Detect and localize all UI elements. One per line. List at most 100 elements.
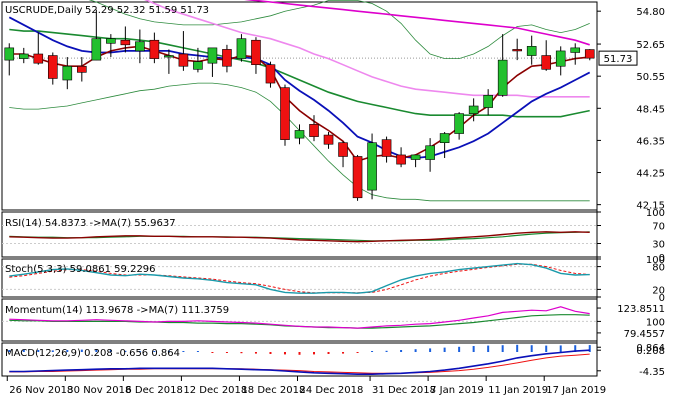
candle-body	[396, 154, 406, 165]
last-price-label: 51.73	[604, 54, 633, 65]
y-tick-label: 54.80	[636, 7, 665, 18]
x-tick-label: 18 Dec 2018	[241, 385, 305, 396]
candle-body	[526, 46, 537, 56]
macd-histogram-bar	[167, 350, 170, 352]
last-price-tag	[598, 50, 638, 66]
candle-body	[367, 142, 377, 191]
y-tick-label: 0	[659, 253, 665, 264]
candle-body	[135, 41, 145, 52]
candle-body	[280, 87, 290, 140]
y-tick-label: 48.45	[636, 104, 665, 115]
y-tick-label: 42.15	[636, 201, 665, 212]
y-tick-label: 0.208	[636, 346, 665, 357]
macd-histogram-bar	[458, 346, 461, 352]
macd-histogram-bar	[545, 345, 548, 352]
macd-histogram-bar	[109, 350, 112, 352]
x-tick-label: 26 Nov 2018	[9, 385, 73, 396]
candle-body	[410, 154, 421, 160]
y-tick-label: 0.864	[636, 343, 665, 354]
macd-histogram-bar	[95, 349, 98, 352]
macd-histogram-bar	[8, 350, 11, 352]
macd-histogram-bar	[66, 350, 69, 352]
candle-body	[62, 65, 73, 81]
candle-body	[47, 55, 58, 79]
y-tick-label: 46.35	[636, 136, 665, 147]
ma-slope-line	[244, 0, 590, 46]
candle-body	[91, 38, 102, 61]
macd-histogram-bar	[429, 348, 432, 352]
candle-body	[251, 39, 261, 66]
macd-histogram-bar	[327, 352, 330, 354]
chart-title: USCRUDE,Daily	[5, 5, 82, 16]
candle-body	[439, 133, 450, 144]
macd-histogram-bar	[472, 346, 475, 352]
macd-histogram-bar	[501, 345, 504, 352]
y-tick-label: 100	[646, 208, 665, 219]
candle-body	[454, 113, 464, 134]
candle-body	[541, 55, 552, 70]
x-tick-label: 7 Jan 2019	[430, 385, 484, 396]
candle-body	[33, 53, 44, 64]
candle-body	[222, 49, 232, 67]
macd-histogram-bar	[487, 345, 490, 352]
macd-histogram-bar	[414, 349, 417, 352]
ma-long-line	[144, 0, 590, 98]
macd-histogram-bar	[196, 351, 199, 352]
macd-histogram-bar	[559, 345, 562, 352]
stoch-title: Stoch(5,3,3) 59.0861 59.2296	[5, 264, 156, 275]
ohlc-readout: 52.29 52.32 51.59 51.73	[85, 5, 209, 16]
candle-body	[265, 64, 276, 84]
candle-body	[352, 156, 363, 199]
y-tick-label: 100	[646, 255, 665, 266]
candle-body	[570, 47, 581, 53]
momentum-line	[9, 306, 590, 329]
y-tick-label: 0	[659, 293, 665, 304]
axes-layer	[1, 1, 601, 381]
macd-histogram-bar	[269, 352, 272, 354]
macd-histogram-bar	[182, 351, 185, 352]
y-tick-label: 52.65	[636, 40, 665, 51]
macd-histogram-bar	[138, 351, 141, 352]
y-tick-label: 70	[652, 222, 665, 233]
macd-histogram-bar	[80, 349, 83, 352]
x-tick-label: 6 Dec 2018	[125, 385, 183, 396]
candle-body	[18, 53, 29, 59]
candle-body	[178, 53, 189, 67]
macd-histogram-bar	[51, 350, 54, 352]
candle-body	[164, 55, 174, 58]
candle-body	[425, 145, 435, 160]
macd-histogram-bar	[385, 350, 388, 352]
candle-body	[4, 47, 15, 61]
macd-histogram-bar	[240, 352, 243, 354]
candle-body	[149, 39, 160, 59]
x-tick-label: 17 Jan 2019	[546, 385, 606, 396]
x-tick-label: 31 Dec 2018	[372, 385, 436, 396]
macd-histogram-bar	[356, 352, 359, 353]
candle-body	[483, 94, 493, 108]
rsi-ma-line	[9, 231, 590, 242]
macd-histogram-bar	[530, 345, 533, 352]
stoch-k-line	[9, 262, 590, 294]
x-tick-label: 11 Jan 2019	[488, 385, 548, 396]
macd-histogram-bar	[124, 350, 127, 352]
y-tick-label: 100	[646, 317, 665, 328]
candle-body	[381, 139, 392, 157]
macd-histogram-bar	[443, 347, 446, 352]
macd-histogram-bar	[153, 351, 156, 352]
macd-histogram-bar	[254, 352, 257, 354]
bollinger-upper-line	[88, 0, 590, 59]
macd-histogram-bar	[400, 350, 403, 352]
macd-line	[9, 349, 590, 376]
candle-body	[106, 38, 116, 44]
y-tick-label: 44.25	[636, 169, 665, 180]
macd-histogram-bar	[211, 352, 214, 353]
plots-layer	[4, 0, 595, 376]
candle-body	[236, 38, 247, 59]
y-tick-label: 50.55	[636, 72, 665, 83]
macd-histogram-bar	[225, 352, 228, 353]
rsi-title: RSI(14) 54.8373 ->MA(7) 55.9637	[5, 218, 176, 229]
candle-body	[77, 65, 87, 73]
macd-histogram-bar	[516, 344, 519, 352]
rsi-line	[9, 231, 590, 243]
